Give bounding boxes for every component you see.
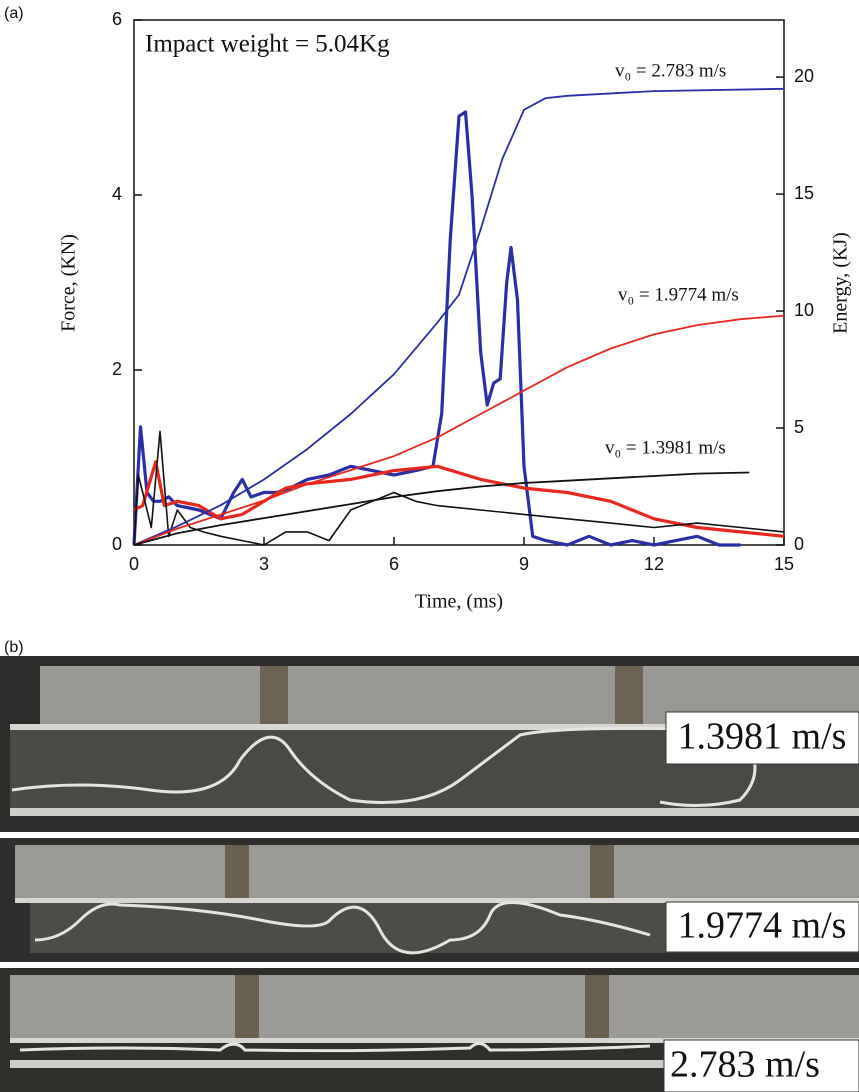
y-axis-label: Force, (KN) xyxy=(58,234,80,332)
y-tick-label: 6 xyxy=(112,9,122,29)
x-tick-label: 9 xyxy=(519,554,529,574)
force-line xyxy=(132,110,741,547)
y2-tick-label: 10 xyxy=(794,300,814,320)
y2-tick-label: 5 xyxy=(794,417,804,437)
y-tick-label: 2 xyxy=(112,359,122,379)
photo-label: 2.783 m/s xyxy=(670,1044,820,1086)
x-tick-label: 3 xyxy=(259,554,269,574)
annotation: v₀ = 1.9774 m/s xyxy=(618,284,739,305)
energy-line xyxy=(133,314,785,546)
label-box xyxy=(663,1039,859,1092)
photo-label: 1.9774 m/s xyxy=(678,905,847,947)
x-tick-label: 15 xyxy=(774,554,794,574)
y2-tick-label: 15 xyxy=(794,183,814,203)
x-tick-label: 12 xyxy=(644,554,664,574)
panel-label: (a) xyxy=(4,5,24,22)
annotation: Impact weight = 5.04Kg xyxy=(145,31,390,58)
annotation: v₀ = 2.783 m/s xyxy=(615,60,726,81)
y2-tick-label: 0 xyxy=(794,534,804,554)
y2-tick-label: 20 xyxy=(794,66,814,86)
panel-label: (b) xyxy=(4,640,24,656)
x-tick-label: 6 xyxy=(389,554,399,574)
photo-label: 1.3981 m/s xyxy=(678,716,847,758)
y-tick-label: 0 xyxy=(112,534,122,554)
energy-line xyxy=(133,471,750,546)
annotation: v₀ = 1.3981 m/s xyxy=(605,437,726,458)
x-axis-label: Time, (ms) xyxy=(415,591,503,613)
force-line xyxy=(133,430,785,546)
x-tick-label: 0 xyxy=(129,554,139,574)
chart: (a) Impact weight = 5.04Kg v₀ = 2.783 m/… xyxy=(4,5,852,613)
y-tick-label: 4 xyxy=(112,184,122,204)
force-line xyxy=(133,460,785,538)
energy-line xyxy=(133,87,785,546)
photo-panel: (b) 1.3981 m/s 1.9774 m/s 2.783 m/s xyxy=(0,640,859,1092)
label-box xyxy=(665,901,859,953)
y2-axis-label: Energy, (KJ) xyxy=(830,232,852,334)
plot-frame xyxy=(133,19,785,546)
label-box xyxy=(665,711,859,765)
